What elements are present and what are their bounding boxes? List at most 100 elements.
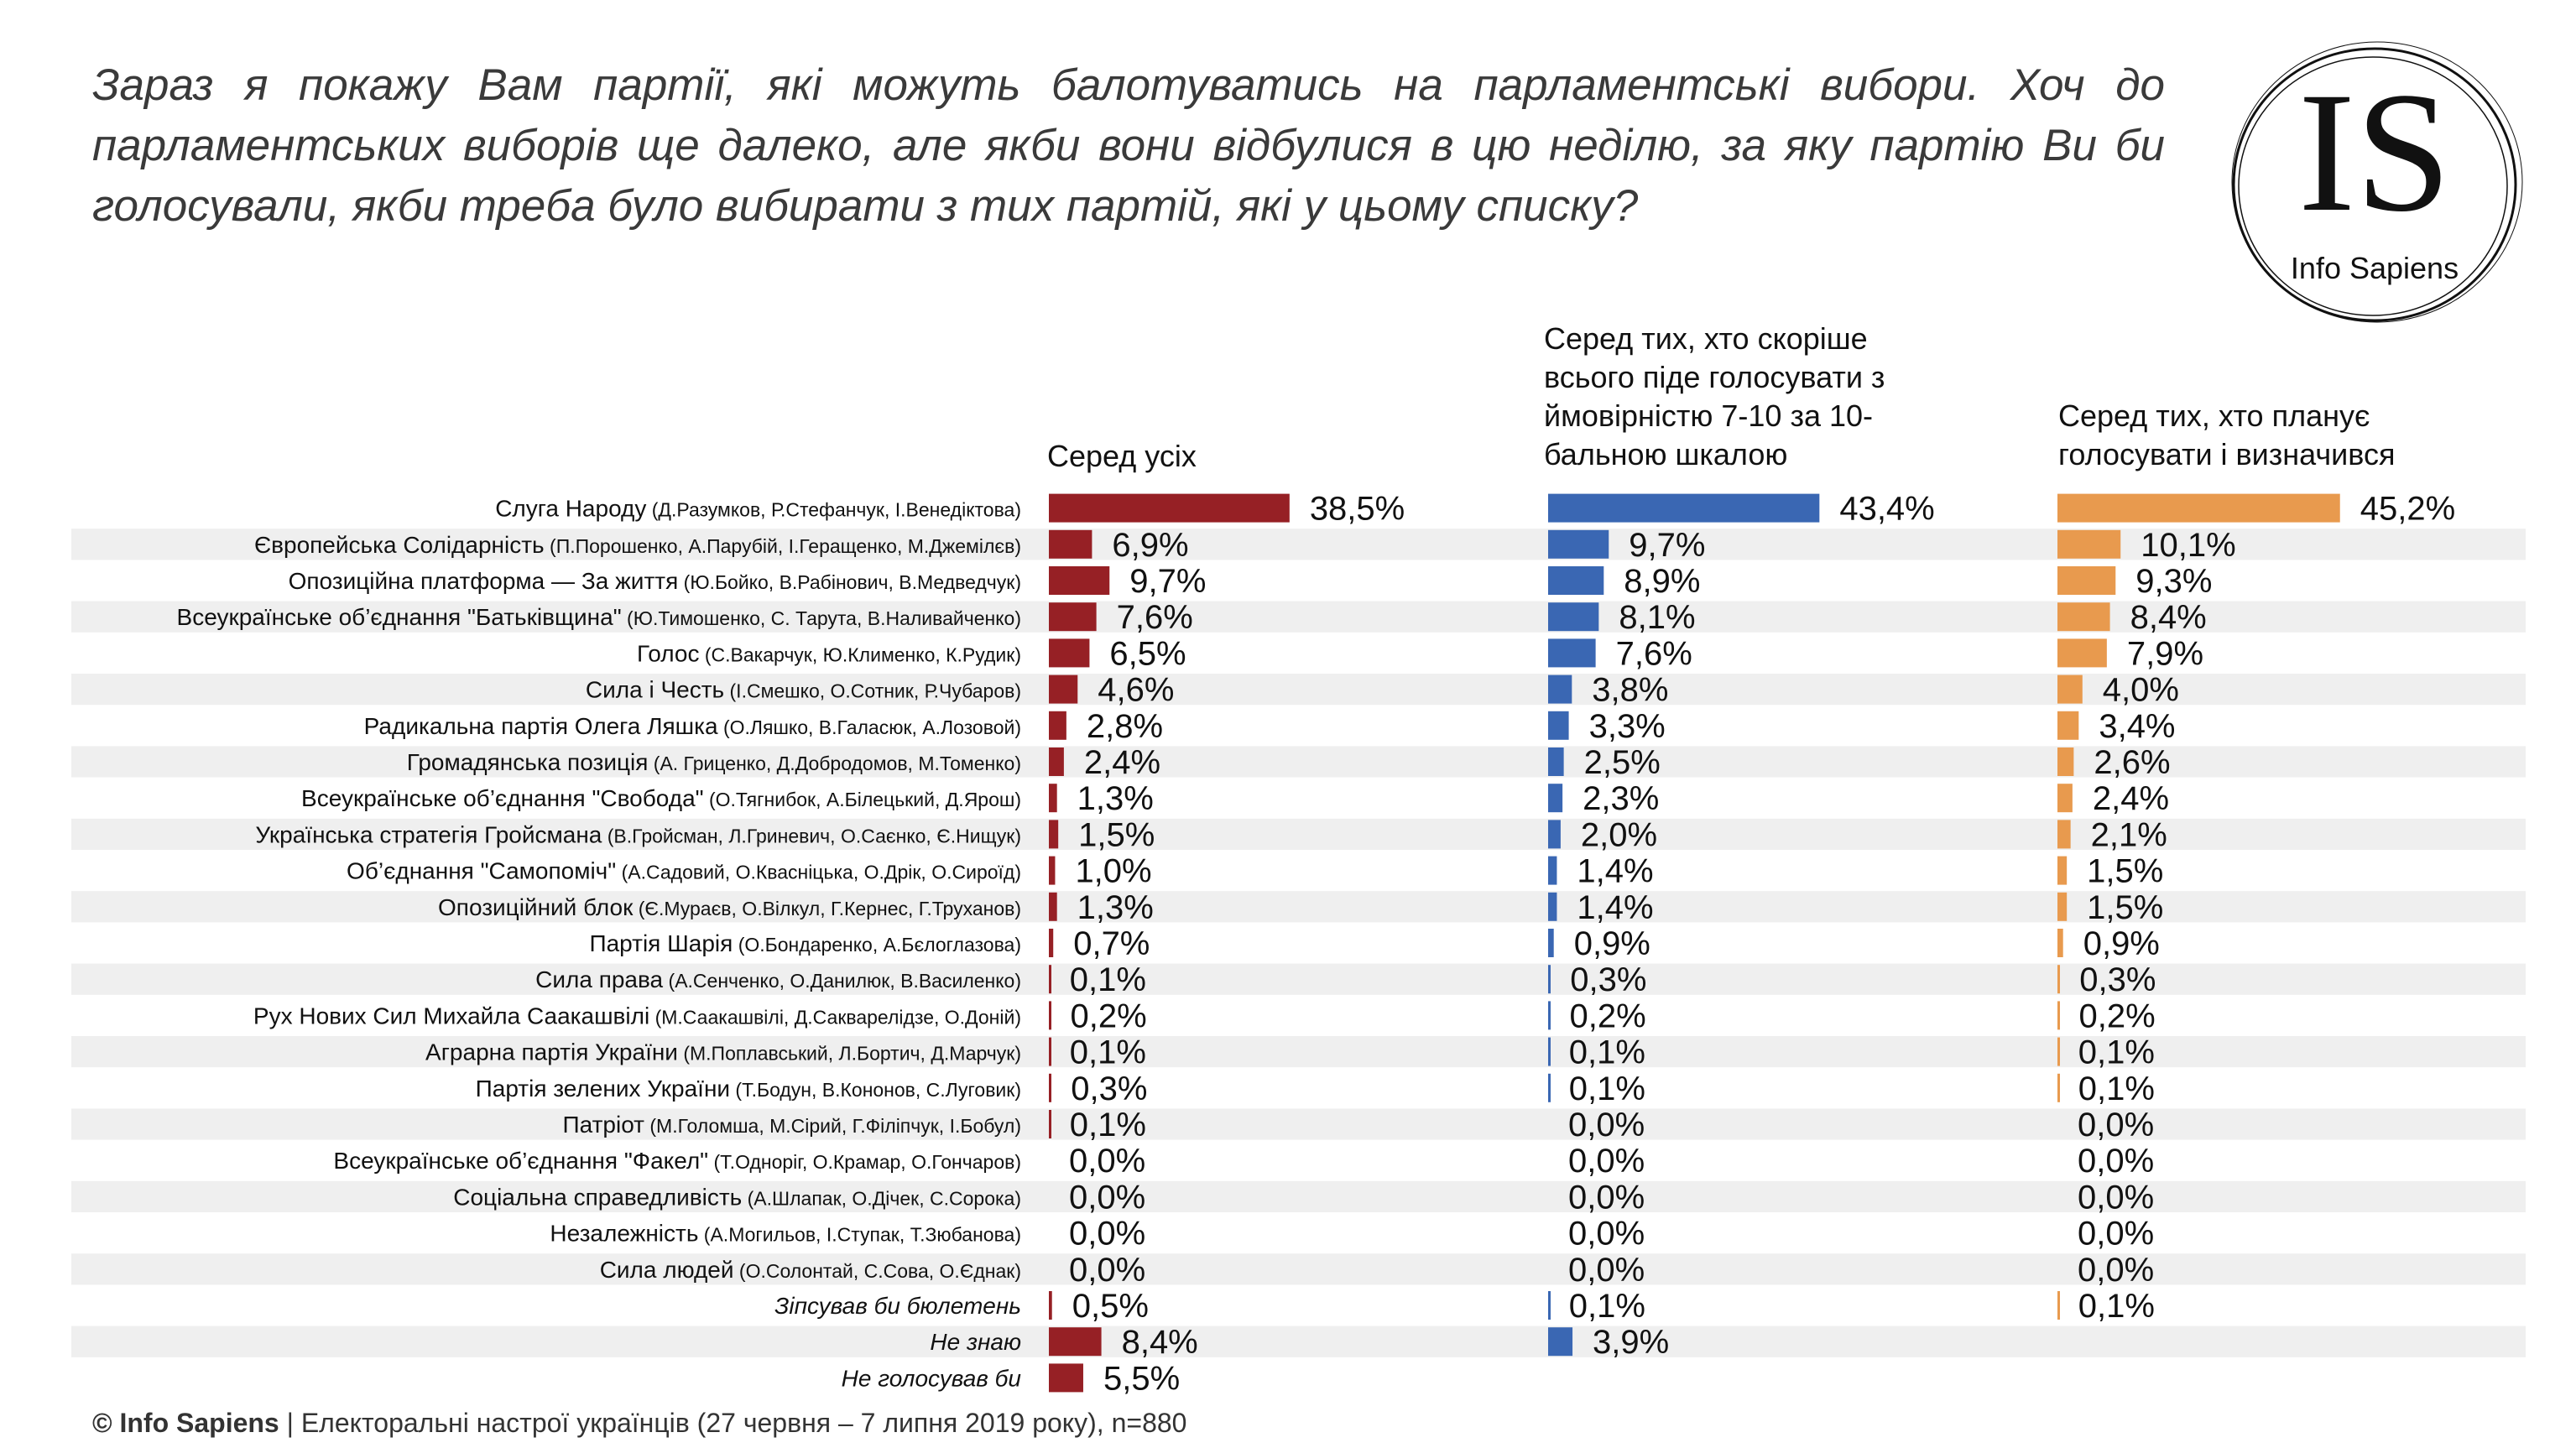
data-label: 0,9% [2083, 925, 2160, 962]
data-label: 0,1% [1070, 961, 1146, 998]
bar [2057, 965, 2060, 994]
category-name: Партія Шарія [589, 930, 733, 956]
data-label: 3,3% [1589, 708, 1666, 745]
bar [1548, 602, 1599, 632]
data-label: 0,0% [1568, 1143, 1645, 1180]
category-label: Не знаю [930, 1329, 1021, 1355]
bar [2057, 529, 2121, 559]
data-label: 0,2% [1070, 997, 1146, 1034]
data-label: 0,1% [1070, 1034, 1146, 1071]
category-name: Слуга Народу [495, 496, 646, 522]
category-name: Європейська Солідарність [254, 532, 545, 558]
data-label: 8,1% [1619, 599, 1695, 636]
bar [2057, 711, 2079, 740]
row-band [71, 674, 2526, 706]
data-label: 0,0% [1568, 1252, 1645, 1289]
bar [1548, 1073, 1551, 1102]
category-detail: (М.Голомша, М.Сірий, Г.Філіпчук, І.Бобул… [644, 1115, 1021, 1137]
source-footer: © Info Sapiens | Електоральні настрої ук… [92, 1408, 1186, 1439]
bar [1548, 856, 1557, 885]
data-label: 3,8% [1592, 672, 1668, 709]
data-label: 2,1% [2091, 816, 2167, 853]
bar [1049, 784, 1057, 813]
data-label: 0,9% [1574, 925, 1650, 962]
category-name: Опозиційна платформа — За життя [289, 568, 679, 594]
column-header-likely: Серед тих, хто скоріше всього піде голос… [1544, 321, 1885, 471]
category-name: Незалежність [550, 1221, 698, 1247]
data-label: 0,1% [2078, 1288, 2155, 1325]
bar [1049, 1037, 1051, 1066]
bar [1548, 638, 1596, 668]
bar [2057, 675, 2083, 704]
row-band [71, 746, 2526, 778]
bar [1049, 929, 1054, 957]
category-label: Рух Нових Сил Михайла Саакашвілі (М.Саак… [253, 1003, 1021, 1029]
data-label: 0,0% [1069, 1143, 1145, 1180]
category-label: Сила і Честь (І.Смешко, О.Сотник, Р.Чуба… [586, 677, 1021, 703]
data-label: 1,4% [1577, 853, 1653, 890]
category-name: Партія зелених України [476, 1076, 730, 1102]
category-detail: (А.Садовий, О.Квасніцька, О.Дрік, О.Сиро… [616, 862, 1021, 883]
column-header-all: Серед усіх [1047, 439, 1197, 473]
bar [1049, 965, 1051, 994]
bar [1049, 820, 1059, 849]
bar [2057, 1001, 2060, 1030]
category-detail: (О.Ляшко, В.Галасюк, А.Лозовой) [718, 716, 1021, 738]
bar [1049, 1001, 1051, 1030]
bar [1049, 1363, 1083, 1393]
bar [1548, 529, 1609, 559]
bar [1049, 711, 1066, 740]
data-label: 0,1% [2078, 1070, 2155, 1107]
bar [1049, 638, 1090, 668]
bar [1049, 892, 1057, 921]
row-band [71, 963, 2526, 995]
bar [1049, 1073, 1051, 1102]
category-detail: (Д.Разумков, Р.Стефанчук, І.Венедіктова) [646, 499, 1021, 521]
bar [2057, 602, 2110, 632]
bar [1049, 529, 1092, 559]
data-label: 38,5% [1310, 491, 1405, 528]
data-label: 4,6% [1098, 672, 1174, 709]
data-label: 0,0% [2078, 1252, 2154, 1289]
data-label: 7,6% [1616, 635, 1692, 672]
category-detail: (О.Тягнибок, А.Білецький, Д.Ярош) [704, 789, 1021, 810]
data-label: 8,4% [1122, 1324, 1198, 1361]
category-detail: (Є.Мураєв, О.Вілкул, Г.Кернес, Г.Трухано… [633, 898, 1021, 919]
data-label: 7,6% [1117, 599, 1193, 636]
bar [2057, 1037, 2060, 1066]
bar [2057, 856, 2068, 885]
data-label: 0,0% [2078, 1143, 2154, 1180]
data-label: 1,4% [1577, 889, 1653, 926]
bar [2057, 892, 2068, 921]
category-label: Радикальна партія Олега Ляшка (О.Ляшко, … [364, 713, 1021, 739]
data-label: 3,4% [2099, 708, 2175, 745]
category-label: Не голосував би [842, 1365, 1022, 1391]
bar [1548, 929, 1554, 957]
data-label: 6,5% [1109, 635, 1186, 672]
bar [2057, 638, 2107, 668]
data-label: 1,5% [1078, 816, 1155, 853]
data-label: 10,1% [2141, 527, 2235, 564]
bar [1548, 675, 1572, 704]
data-label: 0,0% [1069, 1252, 1145, 1289]
source-text: | Електоральні настрої українців (27 чер… [279, 1408, 1187, 1438]
category-label: Сила людей (О.Солонтай, С.Сова, О.Єднак) [600, 1257, 1021, 1283]
category-label: Всеукраїнське об’єднання "Батьківщина" (… [177, 604, 1021, 630]
data-label: 0,0% [1568, 1107, 1645, 1143]
category-name: Аграрна партія України [425, 1039, 678, 1065]
category-label: Соціальна справедливість (А.Шлапак, О.Ді… [453, 1184, 1021, 1210]
category-name: Соціальна справедливість [453, 1184, 742, 1210]
data-label: 6,9% [1112, 527, 1188, 564]
bar [1548, 566, 1604, 595]
category-label: Всеукраїнське об’єднання "Свобода" (О.Тя… [301, 785, 1021, 811]
category-name: Всеукраїнське об’єднання "Батьківщина" [177, 604, 622, 630]
data-label: 2,8% [1087, 708, 1163, 745]
row-band [71, 1180, 2526, 1212]
category-label: Слуга Народу (Д.Разумков, Р.Стефанчук, І… [495, 496, 1021, 522]
category-label: Громадянська позиція (А. Гриценко, Д.Доб… [407, 749, 1021, 775]
row-band [71, 1326, 2526, 1357]
category-detail: (О.Бондаренко, А.Бєлоглазова) [733, 934, 1021, 956]
row-band [71, 601, 2526, 633]
data-label: 0,7% [1073, 925, 1150, 962]
data-label: 2,0% [1581, 816, 1657, 853]
